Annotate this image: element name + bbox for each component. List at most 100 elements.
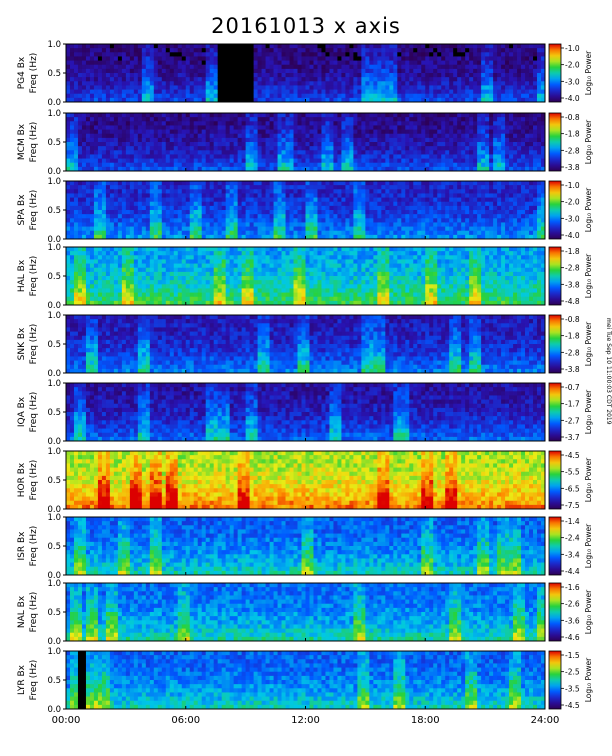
spectrogram-cell [501,142,506,147]
spectrogram-cell [465,48,470,53]
spectrogram-cell [125,162,131,168]
spectrogram-cell [525,158,530,164]
spectrogram-cell [497,193,502,198]
spectrogram-cell [349,133,354,139]
spectrogram-cell [293,197,298,203]
spectrogram-cell [445,150,450,155]
spectrogram-cell [125,154,131,159]
spectrogram-cell [417,129,422,135]
spectrogram-cell [365,68,370,74]
spectrogram-cell [489,44,494,49]
spectrogram-cell [385,185,390,190]
spectrogram-cell [521,154,526,159]
spectrogram-cell [97,64,103,70]
spectrogram-cell [293,44,298,49]
spectrogram-cell [289,214,294,219]
spectrogram-cell [121,154,127,159]
spectrogram-cell [341,44,346,49]
spectrogram-cell [405,234,410,240]
spectrogram-cell [425,56,430,61]
spectrogram-cell [245,222,251,227]
spectrogram-cell [149,89,155,95]
spectrogram-cell [237,230,243,236]
spectrogram-cell [149,226,155,232]
spectrogram-cell [117,193,123,198]
spectrogram-cell [397,214,402,219]
spectrogram-cell [529,162,534,168]
spectrogram-cell [66,52,71,57]
spectrogram-cell [417,205,422,211]
spectrogram-cell [177,77,183,82]
spectrogram-cell [133,48,139,53]
spectrogram-cell [169,133,175,139]
spectrogram-cell [465,52,470,57]
spectrogram-cell [165,97,171,103]
spectrogram-cell [393,129,398,135]
spectrogram-cell [417,93,422,99]
spectrogram-cell [85,93,91,99]
spectrogram-cell [69,193,75,198]
spectrogram-cell [217,214,223,219]
spectrogram-cell [269,68,274,74]
spectrogram-cell [473,93,478,99]
spectrogram-cell [473,150,478,155]
spectrogram-cell [66,133,71,139]
spectrogram-cell [153,137,159,143]
spectrogram-cell [417,154,422,159]
spectrogram-cell [165,214,171,219]
spectrogram-cell [361,73,366,78]
spectrogram-cell [261,185,266,190]
spectrogram-cell [485,125,490,130]
spectrogram-cell [465,133,470,139]
spectrogram-cell [425,205,430,211]
spectrogram-cell [201,181,207,186]
spectrogram-cell [397,48,402,53]
spectrogram-cell [81,89,87,95]
spectrogram-cell [277,230,282,236]
spectrogram-cell [209,133,215,139]
spectrogram-cell [121,137,127,143]
spectrogram-cell [537,150,542,155]
spectrogram-cell [305,81,310,86]
spectrogram-cell [221,185,227,190]
spectrogram-cell [293,81,298,86]
spectrogram-cell [361,234,366,240]
spectrogram-cell [537,142,542,147]
spectrogram-cell [81,185,87,190]
spectrogram-cell [517,117,522,122]
spectrogram-cell [93,234,99,240]
spectrogram-cell [125,218,131,223]
spectrogram-cell [229,189,235,194]
spectrogram-cell [493,64,498,70]
spectrogram-cell [473,234,478,240]
spectrogram-cell [173,56,179,61]
spectrogram-cell [453,89,458,95]
spectrogram-cell [133,121,139,126]
spectrogram-cell [333,185,338,190]
spectrogram-cell [85,181,91,186]
spectrogram-cell [85,230,91,236]
spectrogram-cell [113,222,119,227]
spectrogram-cell [349,146,354,151]
spectrogram-cell [405,77,410,82]
spectrogram-cell [493,158,498,164]
spectrogram-cell [485,129,490,135]
spectrogram-cell [365,64,370,70]
spectrogram-cell [161,97,167,103]
spectrogram-cell [66,48,71,53]
spectrogram-cell [345,154,350,159]
spectrogram-cell [309,197,314,203]
spectrogram-cell [289,205,294,211]
spectrogram-cell [357,158,362,164]
spectrogram-cell [373,133,378,139]
spectrogram-cell [433,97,438,103]
spectrogram-cell [437,77,442,82]
spectrogram-cell [66,121,71,126]
spectrogram-cell [353,226,358,232]
spectrogram-cell [533,60,538,66]
spectrogram-cell [281,158,286,164]
spectrogram-cell [181,210,187,215]
spectrogram-cell [189,125,195,130]
spectrogram-cell [201,166,207,172]
spectrogram-cell [253,181,258,186]
